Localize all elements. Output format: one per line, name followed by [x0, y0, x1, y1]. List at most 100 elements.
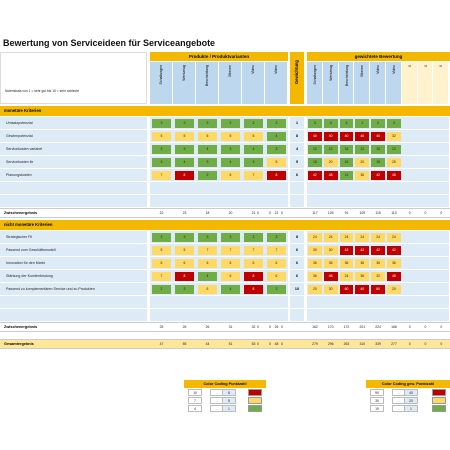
- gewichtete-header: gewichtete Bewertung: [307, 52, 450, 61]
- legend-value: 20: [404, 397, 418, 404]
- legend-swatch: [432, 389, 446, 396]
- total-weighted-cell: 224: [375, 325, 381, 329]
- weight-cell: 8: [290, 231, 304, 243]
- score-cell: 3: [152, 157, 171, 167]
- column-header: Werkzeug: [173, 62, 195, 104]
- score-cell: 8: [175, 170, 194, 180]
- weighted-cell: 15: [371, 157, 385, 167]
- column-header: Video: [265, 62, 287, 104]
- score-cell: 8: [244, 271, 263, 281]
- score-cell: 7: [198, 245, 217, 255]
- empty-weight: [290, 309, 304, 321]
- legend-value: 90: [370, 389, 384, 396]
- legend-row: 7-5: [184, 397, 266, 404]
- total-weighted-cell: 279: [312, 342, 318, 346]
- weighted-cell: 12: [387, 144, 401, 154]
- legend-gew-punktzahl: Color Coding gew. Punktzahl 90-40 30-20 19-…: [366, 380, 450, 414]
- total-weighted-cell: 172: [343, 325, 350, 329]
- score-cell: 7: [267, 245, 286, 255]
- legend-title: Color Coding gew. Punktzahl: [366, 380, 450, 388]
- weighted-cell: 24: [355, 232, 370, 242]
- score-cell: 6: [152, 258, 171, 268]
- total-weighted-cell: 0: [408, 342, 411, 346]
- weighted-cell: 42: [387, 245, 401, 255]
- column-header: Schaltungen: [150, 62, 172, 104]
- weighted-cell: 20: [323, 157, 338, 167]
- score-cell: 3: [198, 157, 217, 167]
- empty-weighted: [307, 195, 450, 207]
- section-header: nicht monetäre Kriterien: [0, 220, 450, 230]
- weighted-cell: 48: [323, 170, 338, 180]
- score-cell: 3: [152, 144, 171, 154]
- weighted-column-header: Schaltungen: [307, 62, 322, 104]
- weighted-cell: 42: [355, 245, 370, 255]
- total-weighted-cell: 0: [424, 325, 427, 329]
- weighted-cell: 40: [355, 131, 370, 141]
- weighted-cell: 25: [387, 157, 401, 167]
- weighted-cell: 42: [371, 170, 385, 180]
- total-weighted-cell: 91: [344, 211, 349, 215]
- row-label: Passend zum Geschäftsmodell: [0, 244, 147, 256]
- empty-scores: [150, 309, 288, 321]
- empty-row: [0, 182, 450, 194]
- weighted-cell: 48: [387, 170, 401, 180]
- score-cell: 7: [221, 245, 240, 255]
- score-cell: 5: [198, 131, 217, 141]
- column-header-label: Werkzeug: [182, 65, 186, 81]
- score-cell: 6: [244, 258, 263, 268]
- legend-row: 4-1: [184, 405, 266, 412]
- total-cell: 26: [274, 325, 279, 329]
- weighted-cell: 20: [308, 284, 322, 294]
- score-cell: 3: [244, 157, 263, 167]
- weighted-cell: 24: [308, 232, 322, 242]
- weighted-column-header: 0: [401, 62, 417, 104]
- weighted-cell: 24: [323, 232, 338, 242]
- total-weighted-cell: 310: [359, 342, 366, 346]
- weighted-cell: 3: [308, 118, 322, 128]
- total-cell: 18: [205, 211, 210, 215]
- empty-label: [0, 182, 147, 194]
- score-cell: 3: [175, 232, 194, 242]
- score-cell: 7: [152, 170, 171, 180]
- score-cell: 6: [221, 258, 240, 268]
- score-cell: 3: [244, 232, 263, 242]
- weighted-cell: 36: [371, 258, 385, 268]
- weighted-cell: 24: [339, 232, 354, 242]
- weighted-column-label: 0: [407, 65, 412, 67]
- total-cell: 51: [228, 342, 233, 346]
- section-header-label: nicht monetäre Kriterien: [4, 222, 53, 227]
- weighted-cell: 36: [308, 271, 322, 281]
- weighted-cell: 32: [387, 131, 401, 141]
- weighted-cell: 24: [371, 232, 385, 242]
- weight-cell: 8: [290, 130, 304, 142]
- score-cell: 8: [175, 271, 194, 281]
- row-label: Passend zu komplementären Service und zu…: [0, 283, 147, 295]
- empty-weighted: [307, 309, 450, 321]
- total-label: Gesamtergebnis: [4, 342, 34, 346]
- table-row: Servicekosten variabel 3 3 4 3 4 3 4 12 12 16 12 16 1…: [0, 143, 450, 156]
- score-cell: 5: [175, 131, 194, 141]
- score-cell: 2: [244, 118, 263, 128]
- row-label: Umsatzpotenzial: [0, 117, 147, 129]
- weighted-cell: 24: [339, 271, 354, 281]
- score-cell: 7: [152, 271, 171, 281]
- legend-title: Color Coding Punktzahl: [184, 380, 266, 388]
- weighted-cell: 36: [323, 258, 338, 268]
- weighted-cell: 20: [355, 157, 370, 167]
- total-cell: 26: [182, 325, 187, 329]
- legend-swatch: [248, 389, 262, 396]
- legend-value: 8: [222, 389, 236, 396]
- weighted-cell: 15: [308, 157, 322, 167]
- total-weighted-cell: 0: [440, 325, 443, 329]
- weighted-column-header: 0: [433, 62, 449, 104]
- total-cell: 0: [281, 342, 283, 346]
- column-header: Video: [242, 62, 264, 104]
- table-row: Strategischer Fit 3 3 3 3 3 3 8 24 24 24 24 24 24: [0, 231, 450, 244]
- total-cell: 44: [205, 342, 210, 346]
- weighted-cell: 60: [339, 284, 354, 294]
- empty-weighted: [307, 296, 450, 308]
- total-weighted-cell: 201: [359, 325, 366, 329]
- score-cell: 2: [221, 118, 240, 128]
- column-headers: Schaltungen Werkzeug Beschichtung Stimme Vid…: [150, 62, 450, 104]
- legend-row: 10-8: [184, 389, 266, 396]
